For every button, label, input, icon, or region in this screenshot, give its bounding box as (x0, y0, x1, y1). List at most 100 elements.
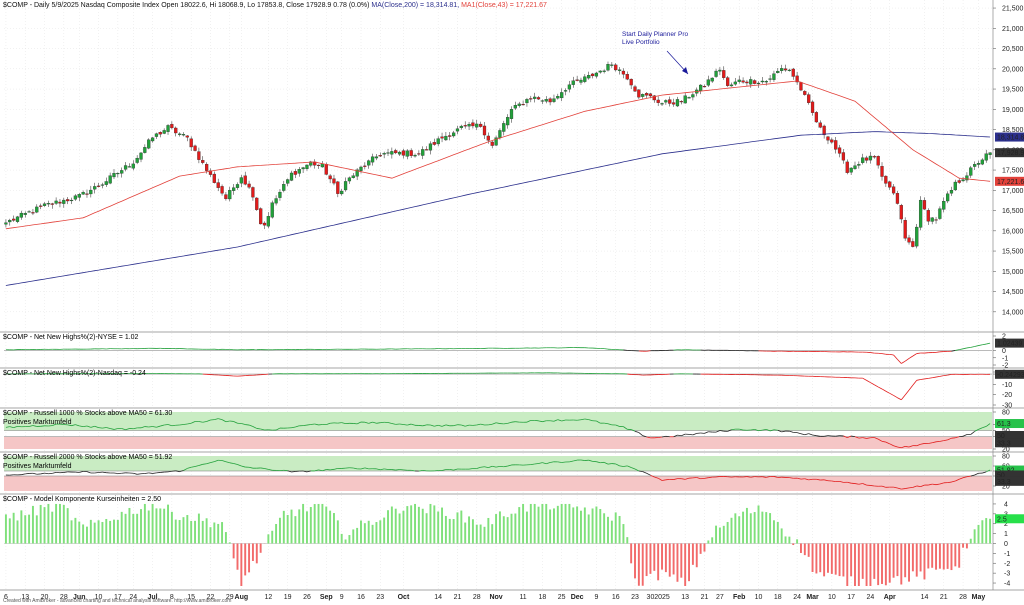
p5-segment (333, 467, 338, 470)
p4-segment (113, 428, 118, 430)
candle-body (583, 76, 587, 82)
p5-segment (94, 472, 99, 474)
candle-body (197, 151, 201, 160)
p5-segment (44, 472, 49, 475)
p4-segment (769, 429, 775, 432)
candle-body (513, 104, 517, 109)
candle-body (899, 205, 903, 220)
p4-segment (843, 435, 848, 438)
candle-body (864, 157, 869, 161)
p4-segment (908, 445, 914, 448)
price-tick-label-1: 14,500 (1002, 289, 1024, 296)
price-tick-label-14: 21,000 (1002, 26, 1024, 33)
candle-body (123, 165, 128, 170)
candle-body (803, 91, 807, 95)
p5-segment (893, 486, 898, 489)
candle-body (687, 97, 691, 99)
candle-body (42, 203, 47, 206)
p4-segment (985, 423, 991, 427)
candle-body (363, 165, 367, 167)
p5-segment (175, 470, 180, 473)
candle-body (424, 149, 429, 151)
p3-segment (947, 373, 952, 376)
candle-body (868, 155, 873, 161)
p5-segment (750, 476, 755, 478)
model-tick-label-7: -3 (1004, 571, 1010, 578)
p5-segment (631, 467, 636, 470)
candle-body (641, 94, 645, 97)
x-tick-label-45: 24 (867, 594, 875, 601)
p4-segment (221, 419, 227, 423)
p3-segment (904, 389, 910, 396)
p5-segment (32, 472, 37, 475)
candle-body (884, 175, 888, 184)
p2-segment (889, 353, 894, 356)
candle-body (77, 194, 81, 198)
p5-green-zone (4, 456, 992, 471)
p5-segment (596, 461, 601, 464)
candle-body (181, 134, 186, 136)
candle-body (405, 150, 409, 157)
p5-segment (364, 467, 369, 470)
candle-body (305, 164, 309, 169)
candle-body (286, 179, 290, 184)
badge-nyse: 1.02439 (997, 341, 1022, 348)
candle-body (760, 80, 764, 83)
candle-body (15, 216, 20, 222)
p4-segment (453, 424, 458, 427)
candle-body (374, 156, 379, 159)
model-tick-label-0: 4 (1004, 501, 1008, 508)
p4-segment (584, 418, 589, 420)
p2-segment (962, 347, 968, 350)
p5-segment (102, 471, 107, 474)
p4-tick-label-0: 80 (1002, 410, 1010, 417)
p4-segment (364, 421, 369, 424)
p4-segment (638, 432, 643, 436)
candle-body (328, 175, 332, 180)
candle-body (205, 163, 209, 171)
p4-segment (920, 443, 925, 445)
candle-body (324, 164, 328, 175)
p5-segment (962, 476, 968, 479)
candle-body (428, 143, 433, 151)
p5-segment (746, 476, 751, 478)
candle-body (390, 151, 394, 155)
price-tick-label-10: 19,000 (1002, 107, 1024, 114)
p4-segment (800, 433, 805, 436)
p4-segment (766, 429, 771, 432)
candle-body (726, 77, 730, 86)
p4-segment (661, 435, 666, 438)
p4-segment (252, 426, 257, 429)
p5-segment (603, 461, 609, 465)
p4-segment (542, 420, 547, 423)
p5-segment (646, 472, 651, 476)
candle-body (849, 167, 853, 173)
ma200-line (5, 131, 991, 286)
candle-body (316, 164, 321, 166)
x-tick-label-13: Aug (235, 594, 249, 601)
price-tick-label-9: 18,500 (1002, 127, 1024, 134)
candle-body (644, 93, 649, 96)
p5-segment (542, 462, 547, 465)
p4-segment (947, 437, 952, 441)
p5-segment (318, 469, 323, 472)
p4-segment (314, 423, 319, 426)
p5-segment (824, 479, 829, 482)
p4-segment (391, 423, 396, 425)
p4-segment (368, 421, 373, 424)
p4-segment (553, 419, 558, 422)
p5-segment (773, 476, 778, 478)
candle-body (471, 122, 475, 127)
p2-segment (870, 352, 875, 354)
candle-body (81, 192, 85, 195)
p5-segment (538, 462, 543, 464)
model-tick-label-8: -4 (1004, 581, 1010, 588)
model-tick-label-6: -2 (1004, 561, 1010, 568)
candle-body (652, 95, 656, 101)
badge-r2000-low: 33.3 (997, 479, 1011, 486)
p4-segment (28, 425, 34, 427)
p2-segment (986, 342, 991, 345)
candle-body (814, 112, 819, 123)
